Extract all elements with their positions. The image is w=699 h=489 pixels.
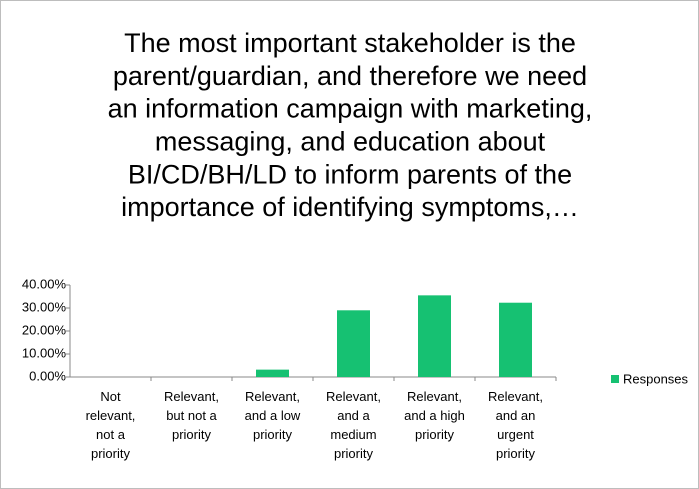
bar (418, 295, 451, 377)
bar (499, 302, 532, 377)
y-tick-label: 40.00% (22, 276, 67, 291)
x-tick-label: Not relevant, not a priority (85, 389, 136, 461)
y-tick-label: 20.00% (22, 322, 67, 337)
y-tick-label: 0.00% (29, 368, 66, 383)
x-tick-label: Relevant, and an urgent priority (488, 389, 543, 461)
x-tick-label: Relevant, but not a priority (164, 389, 219, 442)
x-tick-label: Relevant, and a medium priority (326, 389, 381, 461)
bar (337, 310, 370, 377)
chart-title-line: an information campaign with marketing, (108, 94, 593, 124)
legend-swatch (611, 375, 619, 383)
y-tick-label: 10.00% (22, 345, 67, 360)
chart-title-line: BI/CD/BH/LD to inform parents of the (128, 159, 572, 189)
legend-label: Responses (623, 371, 689, 386)
bar (256, 369, 289, 377)
chart-title-line: The most important stakeholder is the (124, 28, 576, 58)
y-tick-label: 30.00% (22, 299, 67, 314)
x-tick-label: Relevant, and a high priority (404, 389, 465, 442)
x-tick-label: Relevant, and a low priority (244, 389, 301, 442)
chart-title-line: importance of identifying symptoms,… (121, 192, 579, 222)
chart-title-line: messaging, and education about (155, 127, 546, 157)
chart-title-line: parent/guardian, and therefore we need (113, 61, 587, 91)
